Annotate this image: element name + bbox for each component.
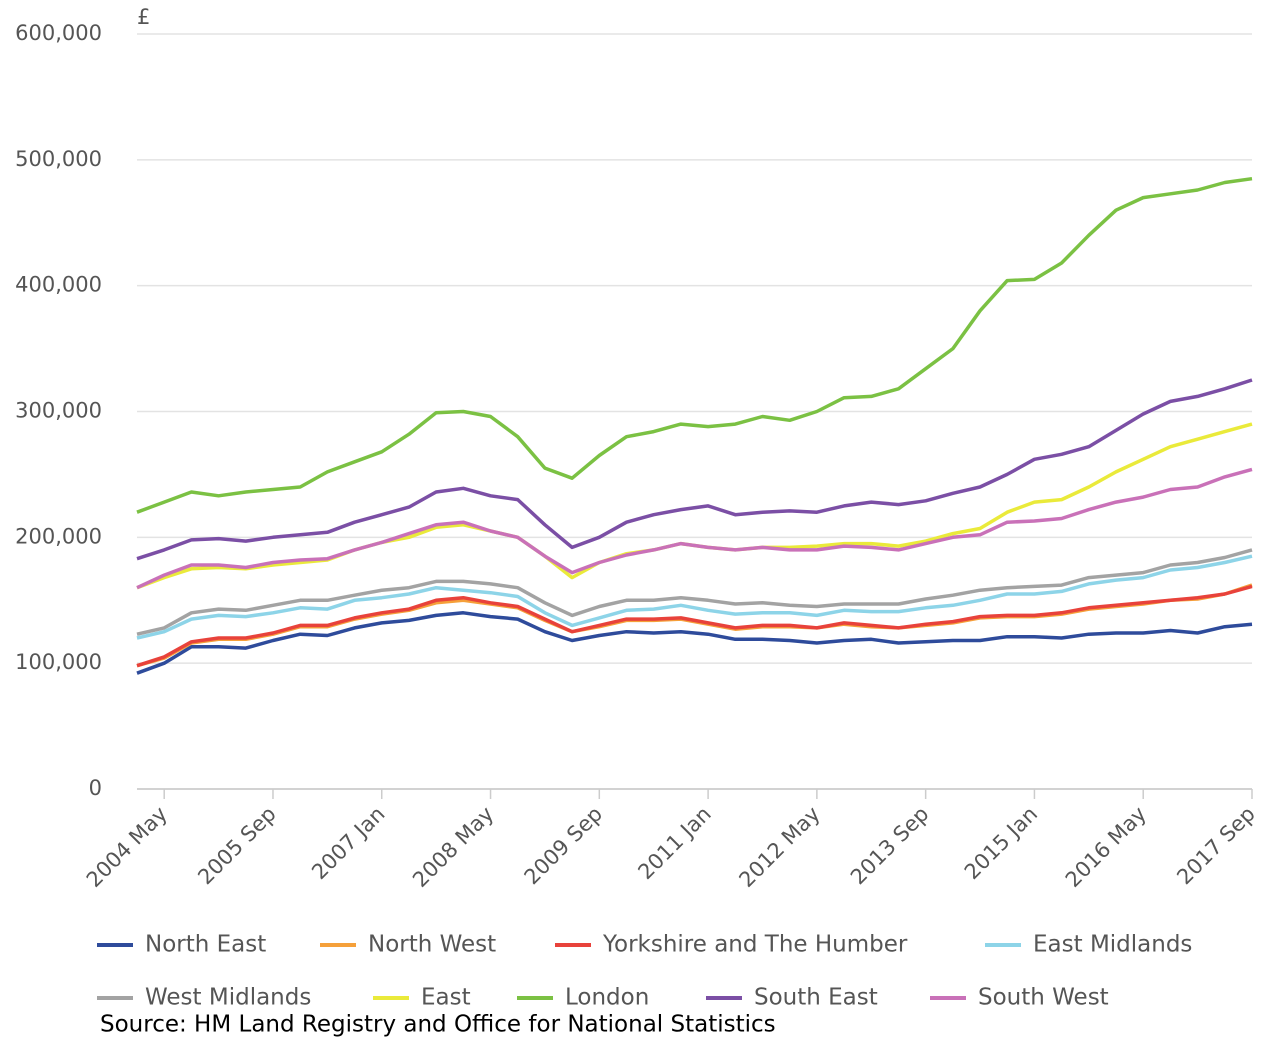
x-tick-label: 2013 Sep bbox=[846, 802, 933, 889]
y-tick-label: 300,000 bbox=[15, 399, 102, 423]
series-line bbox=[136, 176, 1253, 514]
legend-label: North East bbox=[145, 932, 266, 958]
x-tick-label: 2004 May bbox=[82, 802, 172, 892]
y-tick-label: 200,000 bbox=[15, 524, 102, 548]
x-tick-label: 2009 Sep bbox=[520, 802, 607, 889]
series-line bbox=[136, 378, 1253, 561]
x-tick-label: 2011 Jan bbox=[633, 802, 715, 884]
y-tick-label: 500,000 bbox=[15, 147, 102, 171]
legend-label: South East bbox=[754, 985, 878, 1011]
series-line bbox=[136, 548, 1253, 636]
y-tick-label: 600,000 bbox=[15, 21, 102, 45]
series-line bbox=[136, 467, 1253, 590]
series-line bbox=[136, 584, 1253, 668]
series-line bbox=[136, 611, 1253, 675]
x-tick-label: 2008 May bbox=[408, 802, 498, 892]
series-line bbox=[136, 554, 1253, 640]
legend-label: Yorkshire and The Humber bbox=[602, 932, 908, 958]
legend-label: East bbox=[421, 985, 471, 1011]
y-tick-label: 0 bbox=[89, 776, 102, 800]
legend-label: East Midlands bbox=[1033, 932, 1192, 958]
x-tick-label: 2017 Sep bbox=[1172, 802, 1259, 889]
x-tick-label: 2007 Jan bbox=[307, 802, 389, 884]
x-tick-label: 2015 Jan bbox=[960, 802, 1042, 884]
x-tick-label: 2016 May bbox=[1061, 802, 1151, 892]
legend-label: North West bbox=[368, 932, 496, 958]
legend-label: West Midlands bbox=[145, 985, 311, 1011]
x-tick-label: 2005 Sep bbox=[193, 802, 280, 889]
y-tick-label: 400,000 bbox=[15, 273, 102, 297]
y-tick-label: 100,000 bbox=[15, 650, 102, 674]
legend-label: South West bbox=[978, 985, 1109, 1011]
x-tick-label: 2012 May bbox=[734, 802, 824, 892]
source-note: Source: HM Land Registry and Office for … bbox=[100, 1012, 776, 1038]
legend-label: London bbox=[565, 985, 649, 1011]
y-axis-label: £ bbox=[137, 5, 150, 29]
